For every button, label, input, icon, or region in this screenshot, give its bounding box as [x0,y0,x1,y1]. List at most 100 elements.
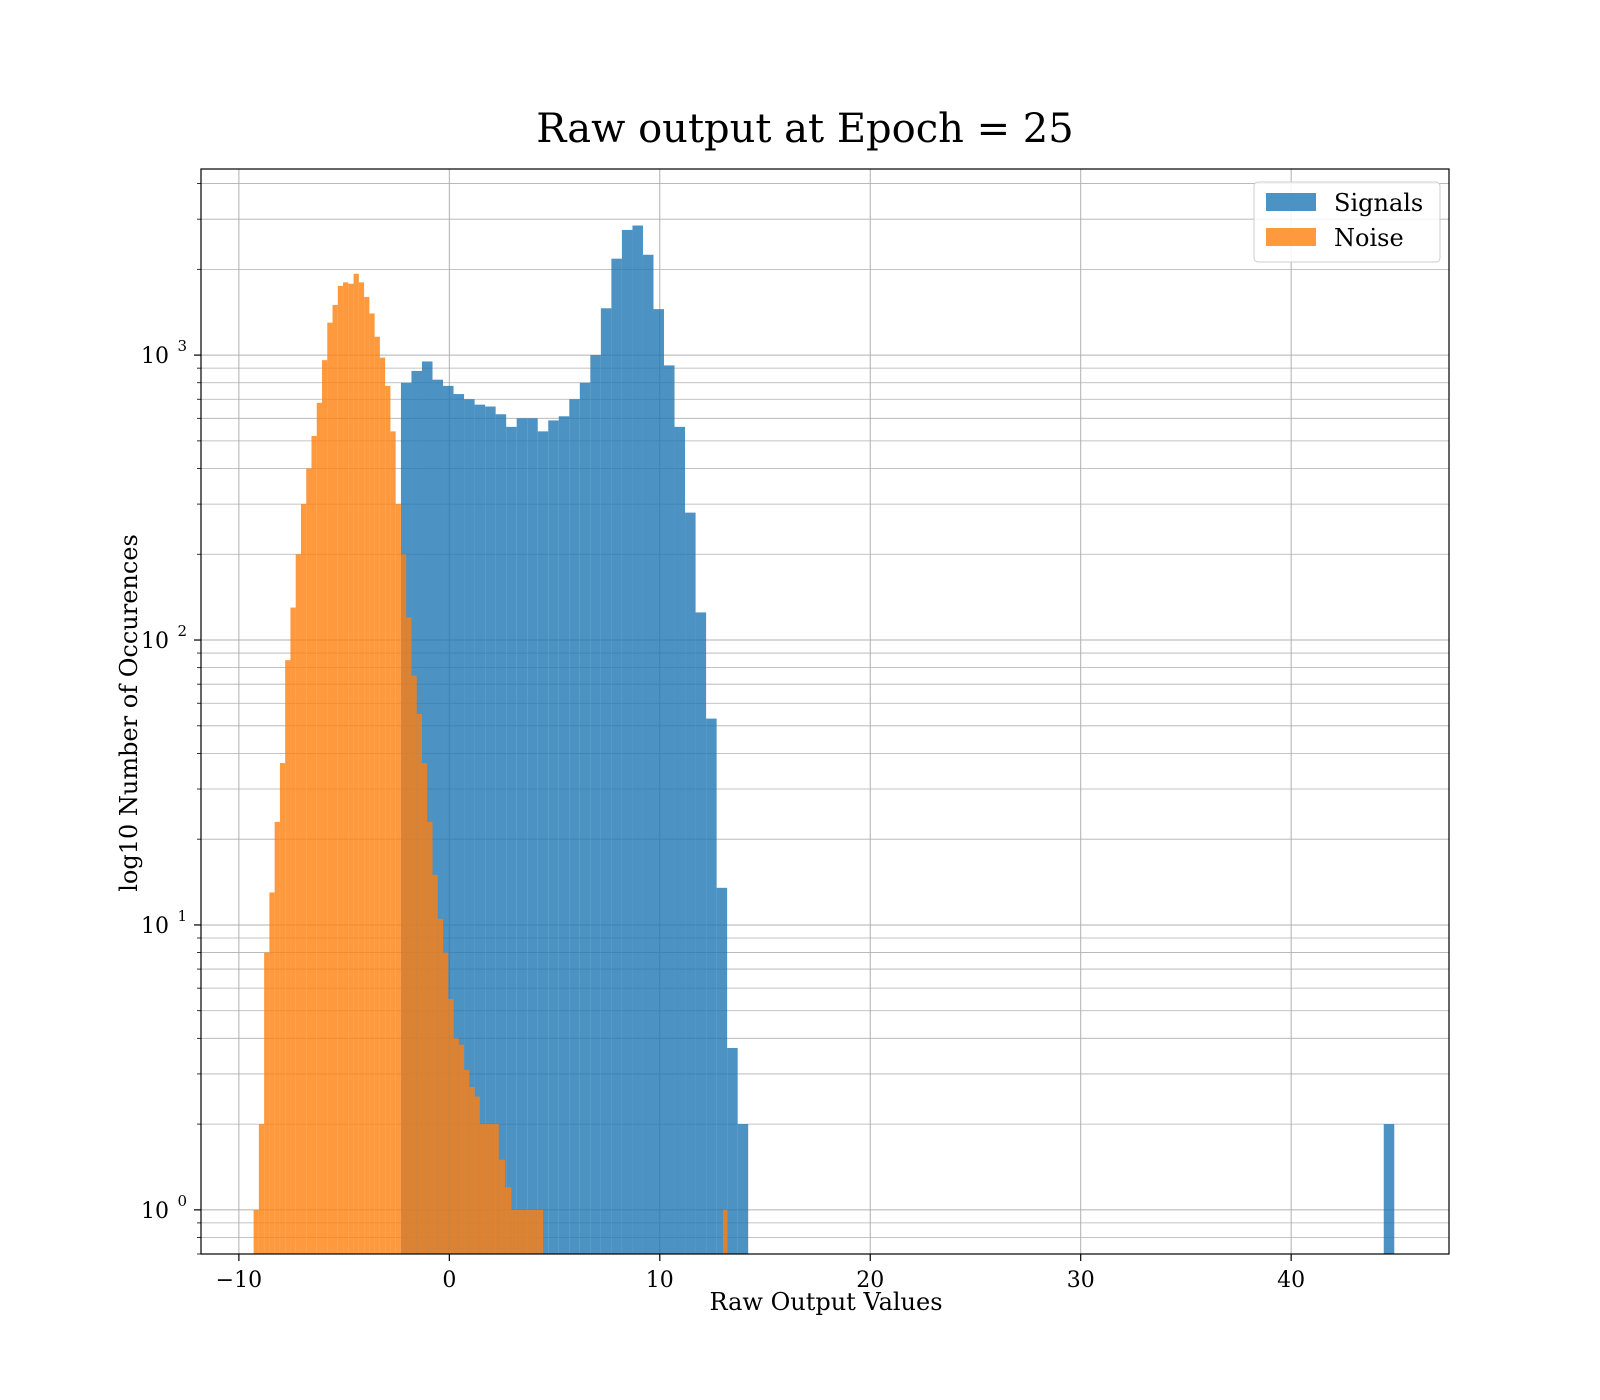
bar-noise [517,1209,525,1254]
series-noise [253,273,728,1255]
bar-signals [706,718,717,1254]
series-signals [400,225,1395,1255]
y-tick-label: 10 [141,1199,169,1224]
bar-noise [322,360,328,1254]
bar-noise [492,1124,499,1254]
y-tick-label-exponent: 2 [177,622,187,640]
bar-noise [505,1187,512,1254]
bar-signals [443,385,454,1255]
bar-noise [443,952,449,1254]
bar-noise [530,1209,537,1254]
axis-ticks: −10 0 10 20 30 40 10 0 10 1 10 2 10 3 [141,183,1305,1293]
bar-noise [536,1209,543,1254]
bar-signals [716,887,728,1254]
bar-noise [511,1209,518,1254]
bar-noise [253,1209,259,1254]
bar-signals [685,512,696,1254]
bar-signals [727,1047,738,1254]
bar-signals [527,418,538,1254]
bar-noise [395,504,401,1254]
y-tick-label: 10 [141,344,169,369]
y-tick-label-exponent: 3 [177,337,187,355]
bar-noise [358,282,365,1254]
bar-noise [474,1096,480,1254]
bar-signals [1383,1124,1395,1254]
bar-signals [632,225,643,1254]
bar-noise [353,273,359,1254]
bar-noise [427,821,433,1254]
bar-signals [558,416,570,1254]
bar-noise [316,402,323,1255]
bar-signals [642,254,654,1255]
x-tick-label: 0 [442,1268,456,1293]
bar-noise [348,283,354,1254]
bar-noise [400,554,407,1254]
bar-signals [537,431,549,1254]
bar-noise [524,1209,531,1254]
bar-signals [464,399,475,1254]
bar-noise [337,285,344,1254]
bar-noise [458,1044,465,1254]
bar-noise [437,918,444,1254]
x-tick-label: 20 [856,1268,884,1293]
x-tick-label: 30 [1067,1268,1095,1293]
histogram-bars [253,225,1395,1255]
bar-noise [258,1124,265,1254]
legend: Signals Noise [1253,181,1441,263]
bar-noise [479,1124,487,1254]
y-tick-label: 10 [141,914,169,939]
bar-noise [269,892,275,1254]
legend-swatch-signals [1266,193,1316,211]
bar-signals [548,420,559,1255]
bar-noise [416,714,422,1254]
bar-noise [332,304,338,1254]
bar-signals [695,612,707,1254]
bar-noise [364,296,370,1255]
bar-noise [274,821,280,1254]
bar-signals [432,379,444,1254]
bar-signals [664,365,675,1254]
bar-signals [590,355,601,1254]
x-axis-label: Raw Output Values [709,1288,942,1316]
bar-noise [327,322,333,1254]
bar-noise [469,1086,475,1254]
bar-noise [448,998,454,1254]
bar-signals [737,1124,749,1254]
bar-noise [264,952,270,1254]
x-tick-label: 40 [1277,1268,1305,1293]
bar-signals [600,308,612,1254]
y-tick-label-exponent: 1 [177,907,187,925]
bar-signals [653,309,665,1254]
bar-signals [674,426,686,1254]
bar-signals [453,394,465,1254]
bar-noise [300,504,307,1254]
x-tick-label: −10 [216,1268,262,1293]
bar-noise [306,468,312,1254]
bar-signals [474,404,486,1254]
bar-noise [486,1124,493,1254]
bar-noise [343,282,349,1254]
bar-noise [385,385,391,1255]
bar-signals [611,258,622,1254]
bar-noise [295,554,301,1254]
bar-noise [421,763,428,1254]
bar-signals [621,229,633,1254]
bar-noise [290,607,296,1254]
bar-signals [506,426,517,1254]
bar-noise [722,1209,728,1254]
bar-noise [432,874,438,1254]
plot-frame [200,168,1450,1255]
y-axis-label: log10 Number of Occurences [115,534,143,892]
bar-signals [495,414,507,1254]
bar-noise [390,431,396,1254]
chart-title: Raw output at Epoch = 25 [536,106,1073,152]
bar-noise [279,763,286,1254]
bar-signals [516,418,528,1254]
bar-noise [369,313,375,1255]
bar-signals [485,406,496,1254]
bar-noise [285,660,291,1254]
y-tick-label-exponent: 0 [177,1192,187,1210]
legend-swatch-noise [1266,228,1316,246]
legend-label-signals: Signals [1334,189,1423,217]
bar-noise [498,1159,506,1254]
